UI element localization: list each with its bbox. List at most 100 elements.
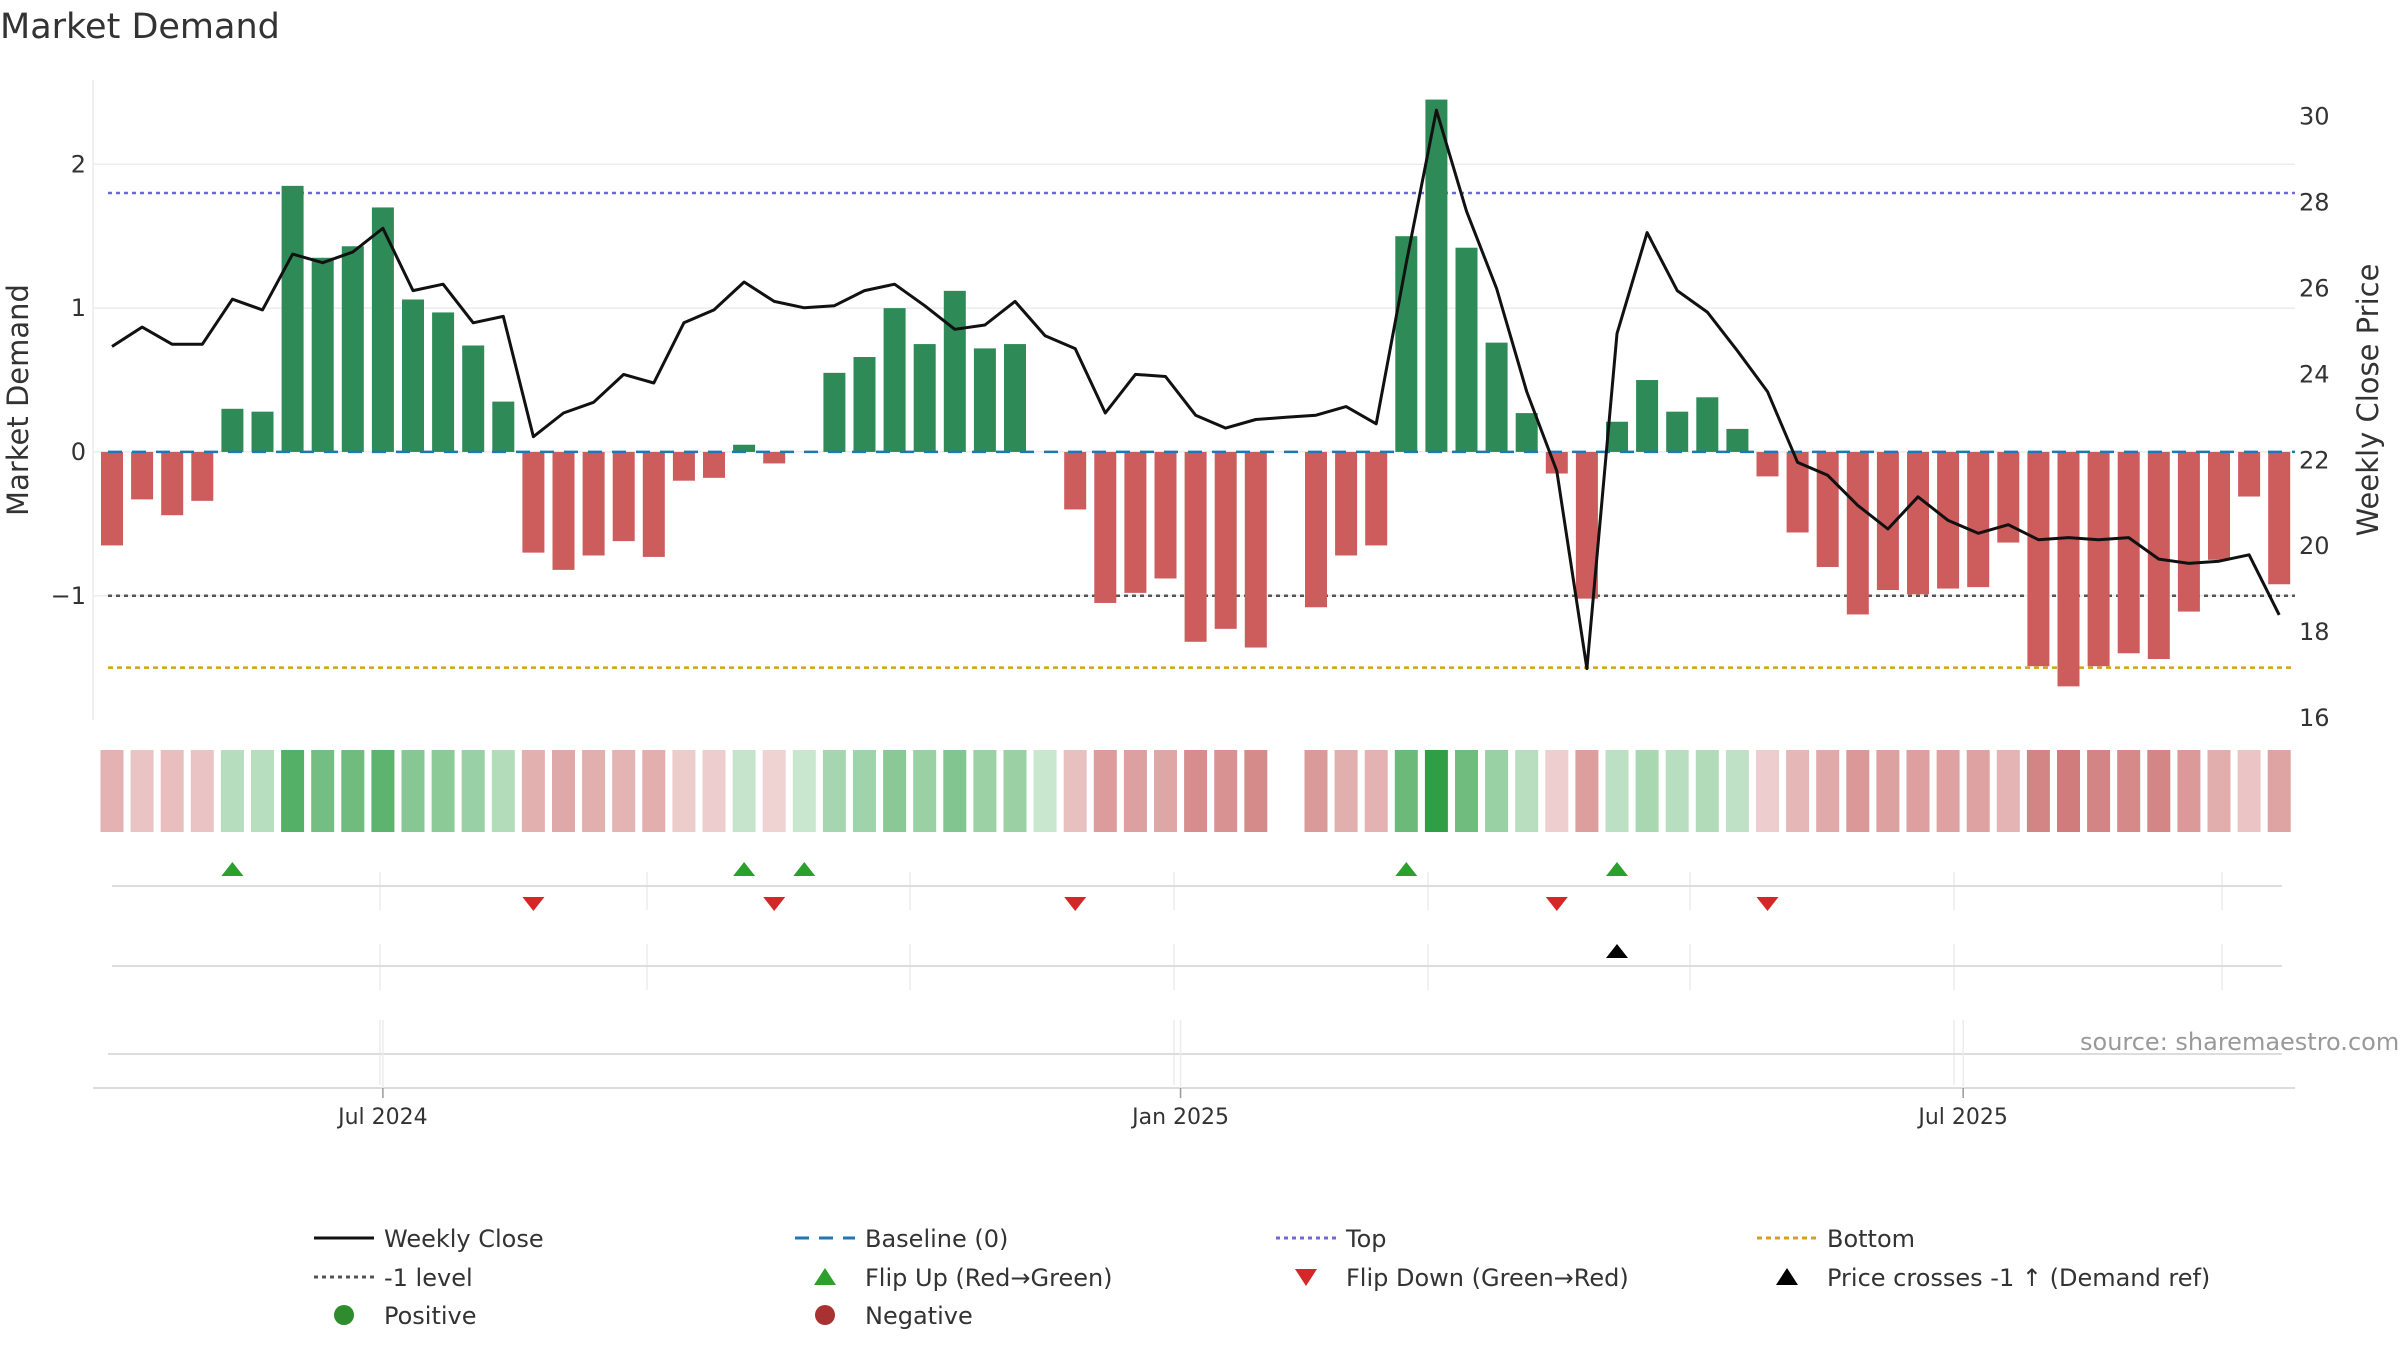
x-tick-label: Jan 2025 xyxy=(1130,1105,1229,1130)
demand-bar xyxy=(2177,451,2200,612)
legend-swatch xyxy=(814,1268,836,1285)
strip-cell xyxy=(1063,750,1087,832)
y-axis-label: Market Demand xyxy=(1,284,35,516)
demand-bar xyxy=(341,246,364,452)
source-credit: source: sharemaestro.com xyxy=(2080,1028,2399,1056)
strip-cell xyxy=(853,750,876,832)
strip-cell xyxy=(1154,750,1177,832)
demand-bar xyxy=(763,451,786,464)
strip-cell xyxy=(762,750,786,832)
demand-bar xyxy=(2208,451,2230,560)
flip-up-marker xyxy=(221,862,244,876)
strip-cell xyxy=(281,750,305,832)
legend-label: -1 level xyxy=(384,1264,473,1292)
legend-item: Bottom xyxy=(1757,1225,1915,1253)
demand-bar xyxy=(1756,451,1779,477)
strip-cell xyxy=(1756,750,1779,832)
y-tick-label: −1 xyxy=(51,582,86,610)
strip-cell xyxy=(2087,750,2111,832)
legend-label: Flip Down (Green→Red) xyxy=(1346,1264,1629,1292)
legend-label: Flip Up (Red→Green) xyxy=(865,1264,1113,1292)
strip-cell xyxy=(1786,750,1810,832)
strip-cell xyxy=(913,750,937,832)
legend-label: Top xyxy=(1345,1225,1387,1253)
flip-down-marker xyxy=(763,897,786,911)
demand-bar xyxy=(1094,451,1117,603)
strip-cell xyxy=(822,750,846,832)
weekly-close-polyline xyxy=(111,108,2281,671)
strip-cell xyxy=(401,750,425,832)
weekly-close-line xyxy=(111,108,2281,671)
strip-cell xyxy=(100,750,124,832)
demand-bar xyxy=(1696,397,1719,452)
flip-down-marker xyxy=(1756,897,1779,911)
demand-bar xyxy=(1967,451,1990,588)
strip-cell xyxy=(943,750,967,832)
demand-bar xyxy=(221,408,244,452)
strip-cell xyxy=(552,750,575,832)
strip-cell xyxy=(1515,750,1539,832)
demand-bar xyxy=(1575,451,1598,599)
demand-bar xyxy=(371,207,394,452)
flip-down-marker xyxy=(1545,897,1568,911)
y2-tick-label: 26 xyxy=(2299,274,2330,302)
strip-cell xyxy=(1214,750,1238,832)
demand-bar xyxy=(191,451,214,501)
strip-cell xyxy=(1394,750,1418,832)
demand-bars xyxy=(101,99,2295,687)
strip-cell xyxy=(2026,750,2050,832)
y-tick-label: 0 xyxy=(71,438,86,466)
strip-cell xyxy=(2177,750,2201,832)
strip-cell xyxy=(160,750,184,832)
demand-bar xyxy=(1816,451,1839,567)
demand-bar xyxy=(672,451,695,481)
demand-bar xyxy=(1846,451,1869,615)
strip-cell xyxy=(732,750,756,832)
demand-bar xyxy=(402,299,424,452)
strip-cell xyxy=(2267,750,2291,832)
demand-bar xyxy=(2238,451,2261,497)
demand-bar xyxy=(733,444,756,452)
strip-cell xyxy=(1876,750,1900,832)
strip-cell xyxy=(883,750,907,832)
strip-cell xyxy=(642,750,666,832)
x-axis: Jul 2024 Jan 2025 Jul 2025 xyxy=(93,1020,2295,1130)
strip-cell xyxy=(702,750,726,832)
demand-bar xyxy=(432,312,455,452)
strip-cell xyxy=(1364,750,1388,832)
strip-cell xyxy=(1123,750,1147,832)
demand-bar xyxy=(522,451,545,553)
chart-title: Market Demand xyxy=(0,7,280,47)
strip-cell xyxy=(1485,750,1509,832)
legend-item: Baseline (0) xyxy=(795,1225,1008,1253)
strip-cell xyxy=(1665,750,1689,832)
y2-tick-label: 24 xyxy=(2299,360,2330,388)
strip-cell xyxy=(190,750,214,832)
flip-down-marker xyxy=(522,897,545,911)
demand-bar xyxy=(1515,413,1538,452)
legend-swatch xyxy=(1776,1268,1798,1285)
demand-bar xyxy=(2057,451,2080,687)
price-cross-marker xyxy=(1606,944,1628,958)
strip-cell xyxy=(1996,750,2020,832)
legend-item: Positive xyxy=(334,1302,477,1330)
strip-cell xyxy=(1966,750,1990,832)
legend-label: Bottom xyxy=(1827,1225,1915,1253)
strip-cell xyxy=(612,750,636,832)
legend-label: Positive xyxy=(384,1302,477,1330)
demand-bar xyxy=(1305,451,1327,608)
strip-cell xyxy=(130,750,154,832)
reference-lines xyxy=(108,191,2295,669)
flip-down-marker xyxy=(1064,897,1087,911)
demand-bar xyxy=(2027,451,2050,667)
strip-cell xyxy=(431,750,455,832)
strip-cell xyxy=(792,750,816,832)
y2-tick-label: 28 xyxy=(2299,189,2330,217)
demand-bar xyxy=(1335,451,1358,556)
demand-bar xyxy=(1004,344,1026,452)
legend-label: Price crosses -1 ↑ (Demand ref) xyxy=(1827,1264,2210,1292)
strip-cell xyxy=(1635,750,1659,832)
demand-bar xyxy=(1907,451,1929,595)
strip-cell xyxy=(341,750,365,832)
legend-item: Negative xyxy=(815,1302,973,1330)
